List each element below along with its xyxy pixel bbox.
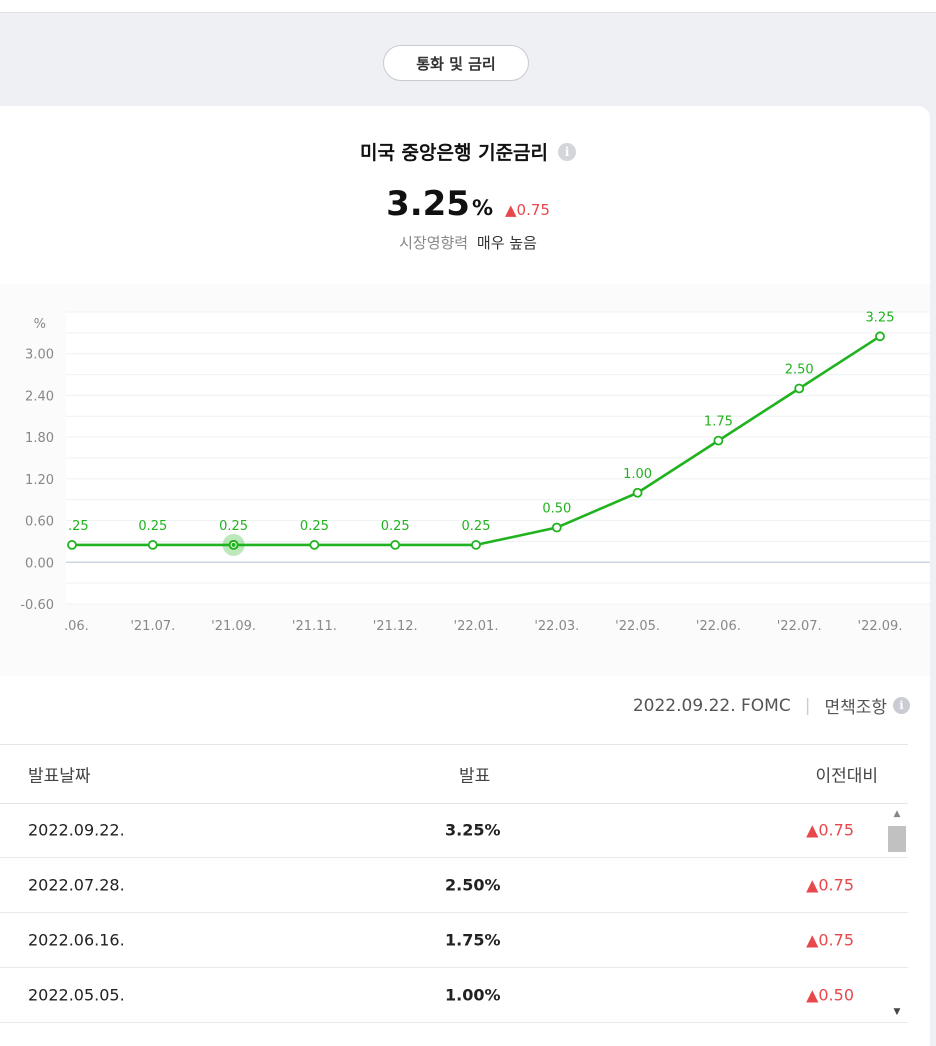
x-tick-label: '22.01. — [454, 619, 499, 634]
source-date: 2022.09.22. FOMC — [632, 695, 791, 716]
category-pill[interactable]: 통화 및 금리 — [383, 45, 529, 81]
disclaimer-link[interactable]: 면책조항 — [824, 698, 887, 718]
data-point — [551, 522, 562, 533]
data-point — [713, 435, 724, 446]
top-strip — [0, 0, 936, 13]
row-change: ▲0.75 — [806, 875, 854, 895]
y-tick-label: -0.60 — [20, 598, 54, 613]
table-row: 2022.05.05. 1.00% ▲0.50 — [0, 968, 908, 1023]
y-tick-label: 3.00 — [25, 348, 54, 363]
y-tick-label: 2.40 — [25, 389, 54, 404]
y-tick-label: 0.00 — [25, 556, 54, 571]
scroll-up-icon[interactable]: ▲ — [893, 809, 901, 819]
data-point — [390, 540, 401, 550]
row-date: 2022.05.05. — [28, 985, 125, 1005]
x-tick-label: '22.07. — [777, 619, 822, 634]
x-tick-label: .06. — [64, 619, 89, 634]
meta-separator: | — [804, 695, 811, 716]
rate-line-chart[interactable]: % 3.00 2.40 1.80 1.20 0.60 0.00 -0.60 .06. '21.07… — [0, 284, 930, 676]
impact-value: 매우 높음 — [476, 234, 537, 252]
data-label: 0.25 — [381, 519, 410, 534]
row-date: 2022.06.16. — [28, 930, 125, 950]
table-header: 발표날짜 발표 이전대비 — [0, 744, 908, 804]
data-point — [632, 487, 643, 498]
data-label: 3.25 — [866, 310, 895, 325]
data-point-center — [231, 542, 236, 547]
data-label: 2.50 — [785, 362, 814, 377]
row-date: 2022.09.22. — [28, 820, 125, 840]
data-point — [147, 540, 158, 550]
x-tick-label: '22.09. — [858, 619, 903, 634]
value-row: 3.25 % ▲0.75 — [0, 184, 936, 224]
data-label: 1.00 — [623, 467, 652, 482]
info-icon[interactable]: i — [558, 142, 577, 161]
title-row: 미국 중앙은행 기준금리 i — [0, 138, 936, 165]
chart-area: % 3.00 2.40 1.80 1.20 0.60 0.00 -0.60 .06. '21.07… — [0, 284, 930, 676]
scroll-thumb[interactable] — [888, 826, 906, 852]
row-change: ▲0.75 — [806, 820, 854, 840]
value-unit: % — [471, 196, 493, 220]
data-point — [794, 383, 805, 394]
x-tick-label: '22.05. — [615, 619, 660, 634]
impact-label: 시장영향력 — [399, 234, 469, 252]
row-value: 2.50% — [445, 875, 501, 895]
row-date: 2022.07.28. — [28, 875, 125, 895]
current-value: 3.25 — [386, 184, 470, 224]
data-label: .25 — [68, 519, 89, 534]
data-label: 0.50 — [542, 502, 571, 517]
scroll-down-icon[interactable]: ▼ — [893, 1007, 901, 1017]
data-point — [67, 540, 77, 550]
row-change: ▲0.50 — [806, 985, 854, 1005]
disclaimer-info-icon[interactable]: i — [893, 697, 910, 714]
header-change: 이전대비 — [815, 766, 878, 787]
row-value: 3.25% — [445, 820, 501, 840]
header-value: 발표 — [459, 766, 491, 787]
x-tick-label: '22.03. — [534, 619, 579, 634]
table-body[interactable]: 2022.09.22. 3.25% ▲0.75 2022.07.28. 2.50… — [0, 803, 908, 1023]
data-point — [875, 331, 885, 342]
row-value: 1.75% — [445, 930, 501, 950]
table-row: 2022.07.28. 2.50% ▲0.75 — [0, 858, 908, 913]
data-label: 1.75 — [704, 415, 733, 430]
indicator-title: 미국 중앙은행 기준금리 — [359, 142, 549, 164]
x-tick-label: '21.12. — [373, 619, 418, 634]
y-tick-label: 1.20 — [25, 473, 54, 488]
x-tick-label: '21.11. — [292, 619, 337, 634]
data-label: 0.25 — [462, 519, 491, 534]
data-point — [471, 540, 481, 550]
row-value: 1.00% — [445, 985, 501, 1005]
x-tick-label: '21.07. — [130, 619, 175, 634]
y-axis-unit: % — [34, 317, 46, 332]
x-tick-label: '22.06. — [696, 619, 741, 634]
table-row: 2022.09.22. 3.25% ▲0.75 — [0, 803, 908, 858]
y-tick-label: 1.80 — [25, 431, 54, 446]
table-scrollbar[interactable]: ▲ ▼ — [886, 806, 908, 1020]
x-tick-label: '21.09. — [211, 619, 256, 634]
data-label: 0.25 — [300, 519, 329, 534]
meta-row: 2022.09.22. FOMC | 면책조항 i — [633, 693, 910, 718]
data-point — [309, 540, 320, 550]
data-label: 0.25 — [219, 519, 248, 534]
y-tick-label: 0.60 — [25, 515, 54, 530]
header-date: 발표날짜 — [28, 766, 91, 787]
change-badge: ▲0.75 — [505, 201, 550, 219]
row-change: ▲0.75 — [806, 930, 854, 950]
table-row: 2022.06.16. 1.75% ▲0.75 — [0, 913, 908, 968]
data-label: 0.25 — [138, 519, 167, 534]
impact-row: 시장영향력 매우 높음 — [0, 232, 936, 253]
